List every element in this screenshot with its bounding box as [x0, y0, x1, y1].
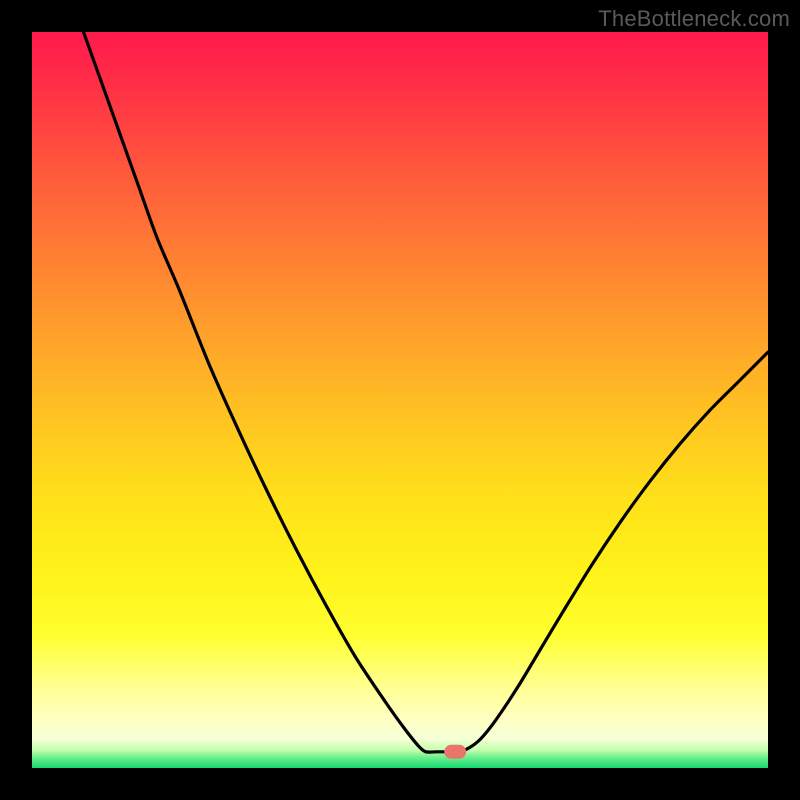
plot-background — [32, 32, 768, 768]
optimum-marker — [444, 745, 466, 759]
watermark-text: TheBottleneck.com — [598, 6, 790, 32]
bottleneck-chart: TheBottleneck.com — [0, 0, 800, 800]
chart-svg — [0, 0, 800, 800]
